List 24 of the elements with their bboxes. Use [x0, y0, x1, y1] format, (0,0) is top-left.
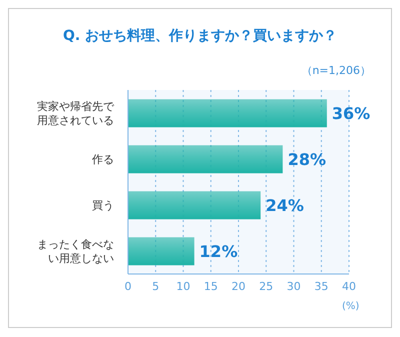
- data-label: 36%: [332, 104, 370, 123]
- data-label: 12%: [199, 242, 238, 261]
- x-tick-label: 0: [124, 280, 132, 293]
- chart-subtitle: （n=1,206）: [300, 63, 371, 78]
- x-tick-label: 10: [176, 280, 190, 293]
- x-tick-label: 35: [314, 280, 328, 293]
- data-label: 24%: [266, 196, 304, 215]
- x-axis-title: (%): [342, 301, 360, 312]
- y-tick-label: 買う: [92, 199, 114, 212]
- bar: [128, 191, 261, 220]
- bar: [128, 145, 283, 174]
- y-tick-label: まったく食べない用意しない: [37, 238, 114, 265]
- x-tick-label: 30: [286, 280, 301, 293]
- x-tick-label: 25: [259, 280, 274, 293]
- y-tick-label: 実家や帰省先で用意されている: [37, 100, 115, 127]
- data-label: 28%: [288, 150, 326, 169]
- x-tick-label: 15: [204, 280, 218, 293]
- bar: [128, 237, 194, 266]
- y-tick-label: 作る: [91, 153, 114, 166]
- bar: [128, 99, 327, 128]
- x-tick-label: 20: [232, 280, 246, 293]
- x-tick-label: 40: [342, 280, 356, 293]
- chart-title: Q. おせち料理、作りますか？買いますか？: [62, 27, 338, 45]
- x-tick-label: 5: [152, 280, 160, 293]
